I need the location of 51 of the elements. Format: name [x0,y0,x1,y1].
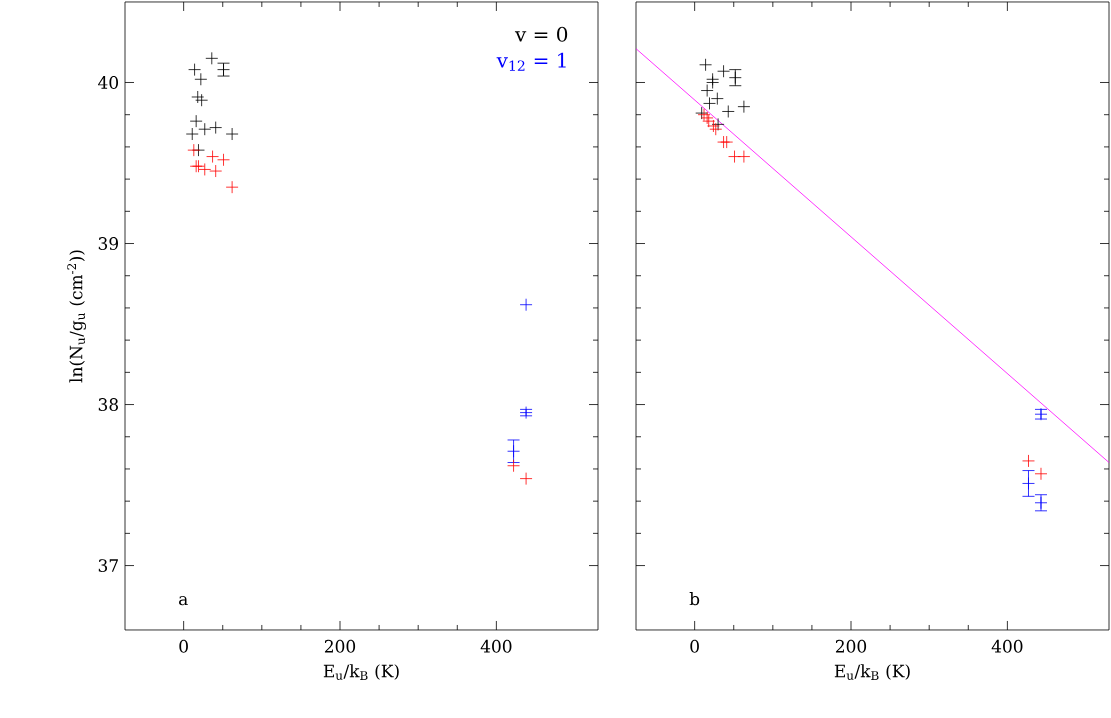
x-tick-label: 200 [835,639,867,653]
point [1022,454,1035,468]
point [721,105,735,118]
point [194,72,208,86]
text: v$_{12}$ = 1 [496,52,566,71]
point [198,122,212,136]
point [1034,467,1048,481]
point [209,121,223,134]
x-tick-label: 0 [690,639,699,653]
point [507,444,520,458]
point [737,150,751,163]
point [206,150,219,163]
y-axis-title: ln(N$_{u}$/g$_{u}$ (cm$^{-2}$)) [67,250,86,383]
x-axis-title: E$_{u}$/k$_{B}$ (K) [323,664,399,680]
x-tick-label: 400 [480,639,512,653]
point [225,127,239,141]
point [189,114,203,128]
point [217,153,230,167]
point [185,127,199,141]
point [1022,477,1035,490]
y-tick-label: 37 [98,559,118,572]
point [737,100,751,114]
point [710,92,724,105]
point [728,150,741,163]
point [717,64,730,78]
x-axis-title: E$_{u}$/k$_{B}$ (K) [834,664,910,680]
y-tick-label: 39 [98,237,118,250]
point [225,180,239,194]
point [706,76,720,89]
legend-label: v = 0 [514,26,568,42]
point [205,51,219,65]
point [507,459,520,473]
y-tick-label: 38 [98,398,118,411]
annotation: a [179,595,188,606]
x-tick-label: 200 [324,639,356,653]
point [519,298,533,312]
point [699,58,712,72]
y-tick-label: 40 [98,76,119,89]
point [703,97,716,110]
point [720,135,734,149]
annotation: b [689,592,700,606]
point [191,90,205,104]
point [209,164,223,178]
x-tick-label: 0 [179,639,188,653]
point [195,93,209,107]
point [700,84,714,97]
point [519,472,533,486]
point [188,63,201,77]
point [711,117,725,131]
x-tick-label: 400 [991,639,1023,653]
point [187,143,201,157]
